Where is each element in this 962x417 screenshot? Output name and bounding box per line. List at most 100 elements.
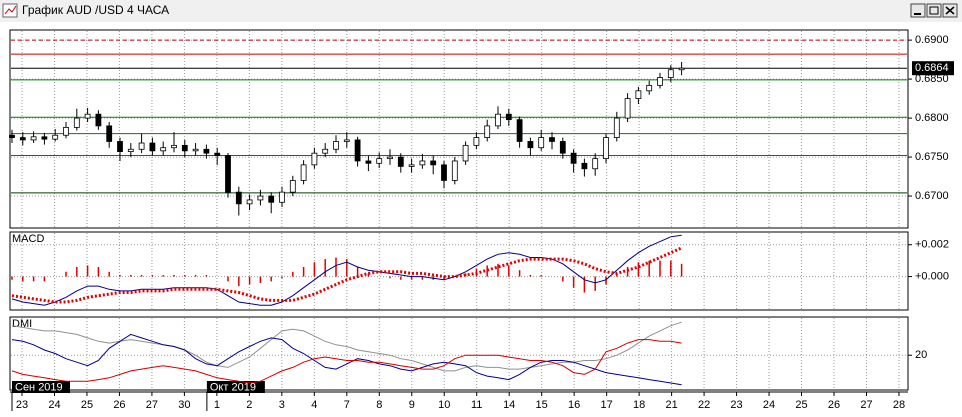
x-tick-label: 11 [471,399,482,411]
indicator-line [11,234,682,306]
candle-body [505,113,512,121]
x-tick-label: 8 [376,399,382,411]
candle [667,65,674,83]
candle-body [300,164,307,181]
candle-body [678,67,685,71]
candle-body [311,152,318,166]
candle [84,107,91,122]
maximize-button[interactable] [926,3,942,18]
candle [678,61,685,76]
candle-body [149,142,156,152]
candle [289,175,296,197]
window-icon-glyph [4,5,17,15]
candle-body [322,148,329,154]
candle-body [559,141,566,154]
candle [138,133,145,154]
x-tick-label: 22 [698,399,710,411]
x-tick-label: 30 [178,399,190,411]
candle-body [289,180,296,193]
candle-body [19,137,26,141]
candle [581,158,588,177]
candle-body [462,144,469,162]
candle-body [581,162,588,170]
indicator-line [11,246,683,304]
candle [95,110,102,130]
panel-label: MACD [12,233,44,245]
x-tick-label: 15 [536,399,548,411]
candle-body [570,152,577,164]
candle [268,192,275,214]
candle-body [495,113,501,127]
candle-body [9,134,15,138]
candle [408,158,415,173]
candle [181,139,188,158]
candle [505,108,512,126]
candle [624,93,631,122]
candle [279,186,285,207]
maximize-glyph [929,6,939,15]
dmi-panel [9,316,909,391]
candle-body [84,113,91,119]
x-tick-label: 4 [311,399,317,411]
candle-body [138,142,145,150]
window-title: График AUD /USD 4 ЧАСА [22,3,169,17]
candle-body [52,134,59,140]
candle-body [451,160,458,181]
candle-body [603,137,609,160]
indicator-line [11,333,682,386]
candle-body [354,139,361,162]
candle-body [214,152,221,156]
candle [9,129,15,144]
x-tick-label: 28 [893,399,905,411]
window-buttons[interactable] [910,3,958,18]
candle-body [613,117,620,138]
candle-body [473,137,480,146]
y-tick-label: +0.002 [915,239,949,251]
candle-body [203,148,210,154]
candle-body [127,148,134,153]
month-label-bg [12,381,70,393]
candle-body [63,127,69,136]
candle-body [365,160,372,164]
candle-body [268,195,275,203]
candle-body [516,119,523,142]
candle-body [106,125,113,142]
candle [203,144,210,159]
x-tick-label: 24 [48,399,60,411]
candle [214,147,221,165]
candle-body [667,69,674,78]
candle [462,141,469,165]
x-tick-label: 9 [409,399,415,411]
candle [192,143,199,156]
x-tick-label: 3 [279,399,285,411]
candle-body [343,139,350,142]
minimize-button[interactable] [910,3,926,18]
x-tick-label: 23 [730,399,742,411]
candle [451,157,458,185]
candle-body [246,199,253,205]
candle [419,153,426,169]
candle-body [257,195,264,201]
y-tick-label: 0.6900 [915,34,949,46]
x-tick-label: 24 [763,399,775,411]
candle [300,160,307,185]
candle-body [41,136,48,140]
candle-body [117,141,123,153]
candle [613,111,620,142]
candle [41,132,48,145]
candle [527,137,534,156]
candle-body [387,156,393,160]
candle [171,132,177,153]
candle-body [160,147,167,152]
candle-body [430,160,437,166]
candle [149,137,156,156]
x-tick-label: 1 [214,399,220,411]
candle-body [419,160,426,166]
y-tick-label: 0.6800 [915,112,949,124]
x-tick-label: 7 [344,399,350,411]
last-price-bg [912,61,954,76]
price-panel [9,29,909,229]
candle-body [95,113,102,127]
y-tick-label: 20 [915,349,927,361]
candle [343,132,350,148]
